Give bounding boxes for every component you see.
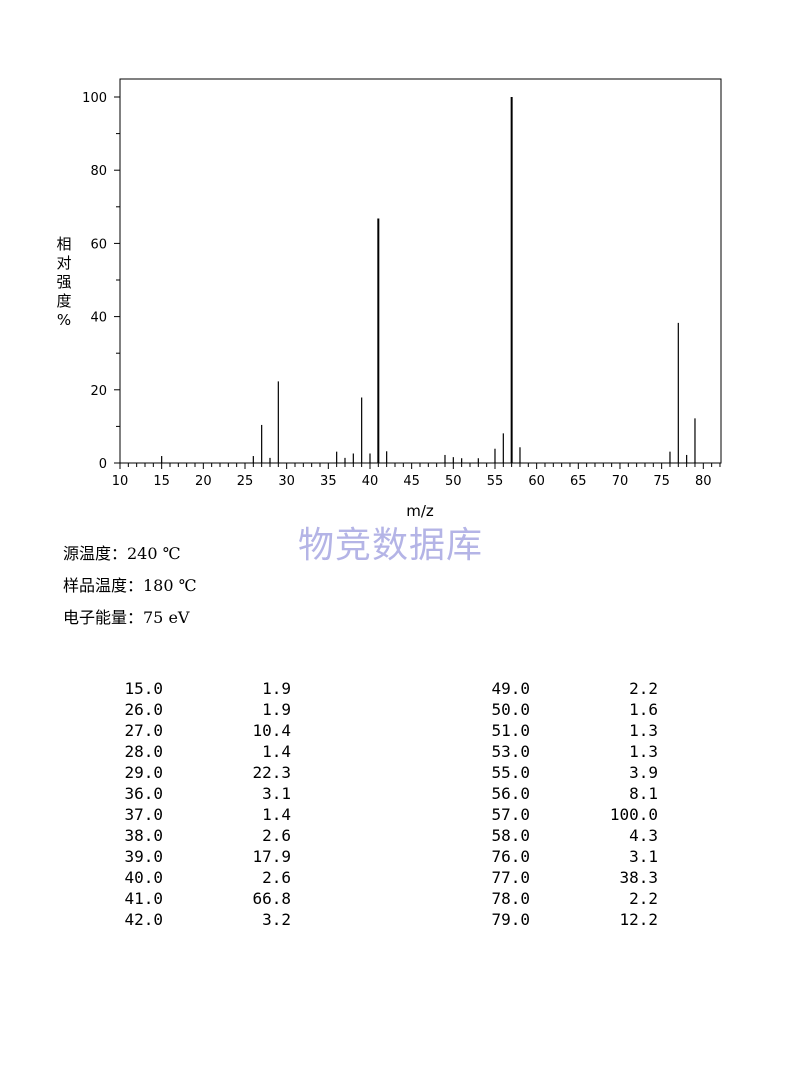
mz-value: 51.0 bbox=[491, 721, 530, 740]
mz-value: 38.0 bbox=[124, 826, 163, 845]
mz-value: 78.0 bbox=[491, 889, 530, 908]
abundance-value: 22.3 bbox=[252, 763, 291, 782]
mz-value: 40.0 bbox=[124, 868, 163, 887]
mz-value: 53.0 bbox=[491, 742, 530, 761]
plot-frame bbox=[119, 78, 722, 464]
y-tick-label: 60 bbox=[90, 237, 107, 252]
mz-value: 76.0 bbox=[491, 847, 530, 866]
mz-value: 77.0 bbox=[491, 868, 530, 887]
abundance-value: 38.3 bbox=[619, 868, 658, 887]
x-tick-label: 55 bbox=[487, 474, 504, 489]
mz-value: 56.0 bbox=[491, 784, 530, 803]
x-tick-label: 65 bbox=[570, 474, 587, 489]
mz-value: 39.0 bbox=[124, 847, 163, 866]
peak-bars bbox=[161, 97, 696, 463]
mz-value: 28.0 bbox=[124, 742, 163, 761]
abundance-value: 2.2 bbox=[629, 679, 658, 698]
sample-temperature: 样品温度：180 ℃ bbox=[63, 576, 197, 595]
abundance-value: 66.8 bbox=[252, 889, 291, 908]
y-tick-label: 40 bbox=[90, 311, 107, 326]
x-tick-label: 50 bbox=[445, 474, 462, 489]
mz-value: 50.0 bbox=[491, 700, 530, 719]
mz-value: 42.0 bbox=[124, 910, 163, 929]
x-tick-label: 20 bbox=[195, 474, 212, 489]
x-tick-label: 60 bbox=[528, 474, 545, 489]
abundance-value: 2.6 bbox=[262, 868, 291, 887]
x-axis-label: m/z bbox=[406, 502, 434, 520]
x-tick-label: 35 bbox=[320, 474, 337, 489]
electron-energy: 电子能量：75 eV bbox=[63, 608, 190, 627]
mz-value: 26.0 bbox=[124, 700, 163, 719]
mz-value: 36.0 bbox=[124, 784, 163, 803]
abundance-value: 1.9 bbox=[262, 679, 291, 698]
watermark: 物竞数据库 bbox=[298, 525, 484, 566]
x-tick-label: 45 bbox=[403, 474, 420, 489]
y-tick-label: 80 bbox=[90, 164, 107, 179]
x-tick-label: 15 bbox=[153, 474, 170, 489]
x-tick-label: 75 bbox=[653, 474, 670, 489]
x-axis: 10 15 20 25 30 35 40 45 50 55 60 65 70 75 80 bbox=[112, 463, 721, 489]
x-tick-label: 40 bbox=[362, 474, 379, 489]
x-tick-label: 80 bbox=[695, 474, 712, 489]
abundance-value: 1.4 bbox=[262, 742, 291, 761]
y-tick-label: 100 bbox=[82, 91, 107, 106]
mz-value: 79.0 bbox=[491, 910, 530, 929]
mass-spectrum-chart: 10 15 20 25 30 35 40 45 50 55 60 65 70 75 80 0 20 40 60 80… bbox=[56, 78, 722, 520]
abundance-value: 3.1 bbox=[262, 784, 291, 803]
y-axis-label: 相对强度% bbox=[56, 235, 71, 329]
abundance-value: 17.9 bbox=[252, 847, 291, 866]
y-tick-label: 0 bbox=[99, 457, 107, 472]
abundance-value: 1.6 bbox=[629, 700, 658, 719]
abundance-value: 3.2 bbox=[262, 910, 291, 929]
abundance-value: 1.3 bbox=[629, 721, 658, 740]
abundance-value: 12.2 bbox=[619, 910, 658, 929]
mz-value: 29.0 bbox=[124, 763, 163, 782]
abundance-value: 8.1 bbox=[629, 784, 658, 803]
source-temperature: 源温度：240 ℃ bbox=[63, 544, 181, 563]
abundance-value: 2.2 bbox=[629, 889, 658, 908]
mz-value: 55.0 bbox=[491, 763, 530, 782]
mz-value: 58.0 bbox=[491, 826, 530, 845]
mz-value: 27.0 bbox=[124, 721, 163, 740]
y-tick-label: 20 bbox=[90, 384, 107, 399]
x-tick-label: 25 bbox=[237, 474, 254, 489]
y-axis: 0 20 40 60 80 100 bbox=[82, 91, 120, 472]
x-tick-label: 30 bbox=[278, 474, 295, 489]
mz-value: 41.0 bbox=[124, 889, 163, 908]
abundance-value: 4.3 bbox=[629, 826, 658, 845]
abundance-value: 2.6 bbox=[262, 826, 291, 845]
abundance-value: 1.9 bbox=[262, 700, 291, 719]
mz-value: 15.0 bbox=[124, 679, 163, 698]
abundance-value: 3.1 bbox=[629, 847, 658, 866]
mz-value: 37.0 bbox=[124, 805, 163, 824]
x-tick-label: 70 bbox=[612, 474, 629, 489]
mz-value: 57.0 bbox=[491, 805, 530, 824]
abundance-value: 10.4 bbox=[252, 721, 291, 740]
abundance-value: 1.3 bbox=[629, 742, 658, 761]
abundance-value: 1.4 bbox=[262, 805, 291, 824]
mz-value: 49.0 bbox=[491, 679, 530, 698]
abundance-value: 3.9 bbox=[629, 763, 658, 782]
abundance-value: 100.0 bbox=[609, 805, 658, 824]
x-tick-label: 10 bbox=[112, 474, 129, 489]
